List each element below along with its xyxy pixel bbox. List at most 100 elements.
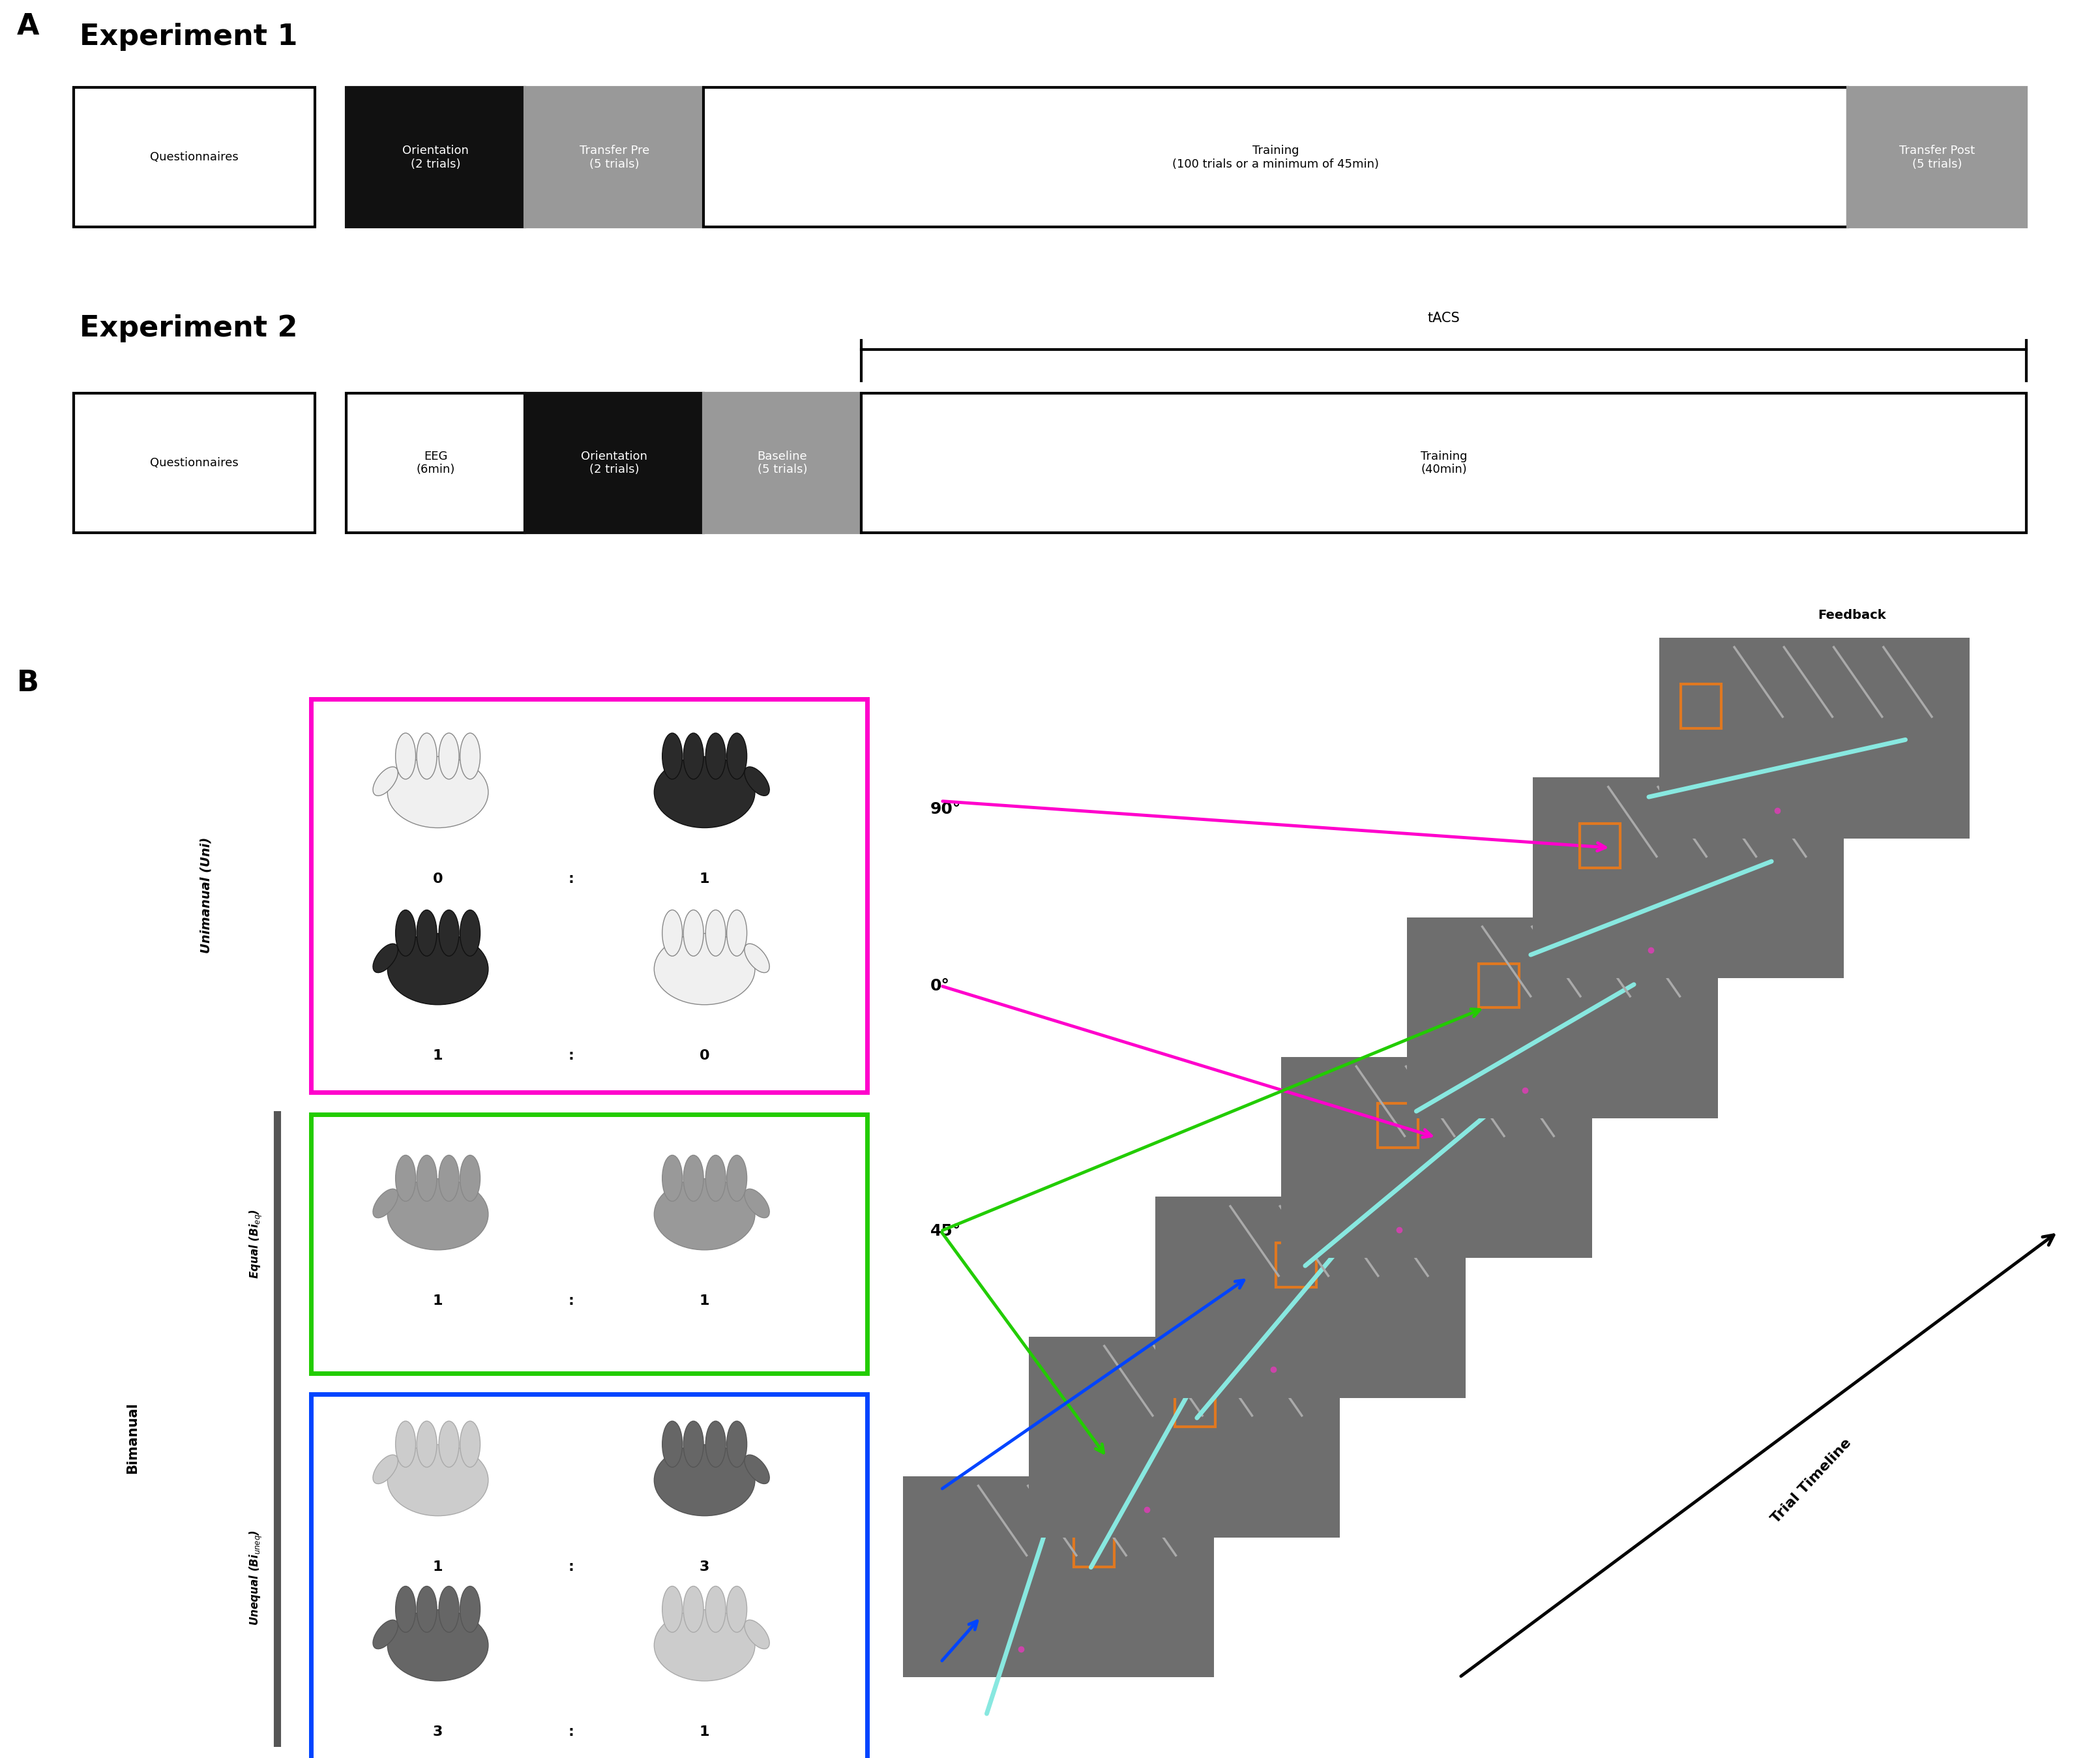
Bar (1407, 918, 1718, 1118)
Ellipse shape (460, 1155, 481, 1201)
Bar (347, 394, 525, 533)
Ellipse shape (727, 733, 748, 779)
Bar (347, 88, 525, 227)
Ellipse shape (683, 1586, 704, 1633)
Bar (1680, 684, 1722, 728)
Ellipse shape (416, 911, 437, 956)
Bar (1277, 1243, 1317, 1287)
Text: 45°: 45° (930, 1224, 962, 1239)
Text: 1: 1 (433, 1294, 443, 1308)
Bar (525, 394, 704, 533)
Text: Experiment 2: Experiment 2 (80, 315, 298, 343)
Text: Trial Timeline: Trial Timeline (1768, 1436, 1854, 1526)
Ellipse shape (662, 733, 683, 779)
Bar (525, 88, 704, 227)
Ellipse shape (746, 766, 769, 796)
Text: A: A (17, 12, 40, 40)
Ellipse shape (439, 1586, 460, 1633)
Ellipse shape (374, 766, 397, 796)
Bar (903, 1477, 1214, 1677)
Text: EEG
(6min): EEG (6min) (416, 450, 456, 476)
Ellipse shape (683, 733, 704, 779)
Ellipse shape (653, 933, 756, 1006)
Ellipse shape (727, 911, 748, 956)
Text: 67°: 67° (930, 1489, 962, 1505)
Ellipse shape (746, 1188, 769, 1218)
Ellipse shape (746, 1456, 769, 1484)
Text: tACS: tACS (1428, 311, 1460, 325)
Text: Questionnaires: Questionnaires (149, 457, 239, 469)
Text: Bimanual: Bimanual (126, 1403, 139, 1473)
Text: :: : (569, 1725, 573, 1739)
Text: Transfer Pre
(5 trials): Transfer Pre (5 trials) (580, 144, 649, 171)
Ellipse shape (460, 1420, 481, 1468)
Text: Feedback: Feedback (1819, 610, 1886, 622)
Text: 0: 0 (433, 872, 443, 886)
Ellipse shape (662, 1155, 683, 1201)
Bar (1533, 777, 1844, 979)
Bar (1659, 638, 1970, 839)
Text: Orientation
(2 trials): Orientation (2 trials) (582, 450, 647, 476)
Text: 1: 1 (699, 872, 710, 886)
Ellipse shape (439, 1420, 460, 1468)
Bar (704, 88, 1848, 227)
Ellipse shape (395, 1155, 416, 1201)
Text: 0: 0 (699, 1050, 710, 1062)
Text: Training
(100 trials or a minimum of 45min): Training (100 trials or a minimum of 45m… (1172, 144, 1380, 171)
Bar (74, 394, 315, 533)
Bar (311, 700, 867, 1092)
Ellipse shape (727, 1155, 748, 1201)
Text: Questionnaires: Questionnaires (149, 151, 239, 163)
Text: Transfer Post
(5 trials): Transfer Post (5 trials) (1898, 144, 1976, 171)
Ellipse shape (460, 733, 481, 779)
Ellipse shape (395, 1420, 416, 1468)
Ellipse shape (416, 1155, 437, 1201)
Ellipse shape (706, 1155, 727, 1201)
Text: Experiment 1: Experiment 1 (80, 23, 298, 51)
Text: 1: 1 (699, 1294, 710, 1308)
Ellipse shape (416, 733, 437, 779)
Ellipse shape (706, 1420, 727, 1468)
Text: 1: 1 (433, 1561, 443, 1573)
Ellipse shape (439, 733, 460, 779)
Text: Training
(40min): Training (40min) (1420, 450, 1468, 476)
Ellipse shape (374, 944, 397, 972)
Bar (861, 394, 2026, 533)
Text: 22°: 22° (930, 1654, 962, 1670)
Ellipse shape (395, 733, 416, 779)
Text: 1: 1 (699, 1725, 710, 1739)
Bar (1378, 1104, 1418, 1148)
Bar (704, 394, 861, 533)
Bar (1176, 1384, 1216, 1427)
Text: Orientation
(2 trials): Orientation (2 trials) (403, 144, 468, 171)
Ellipse shape (683, 911, 704, 956)
Ellipse shape (374, 1619, 397, 1649)
Ellipse shape (386, 1610, 487, 1681)
Ellipse shape (662, 911, 683, 956)
Bar (1848, 88, 2026, 227)
Ellipse shape (746, 944, 769, 972)
Text: B: B (17, 670, 40, 698)
Ellipse shape (374, 1188, 397, 1218)
Ellipse shape (653, 756, 756, 828)
Ellipse shape (416, 1420, 437, 1468)
Ellipse shape (439, 911, 460, 956)
Ellipse shape (386, 756, 487, 828)
Ellipse shape (439, 1155, 460, 1201)
Ellipse shape (460, 1586, 481, 1633)
Text: 3: 3 (699, 1561, 710, 1573)
Bar (1281, 1057, 1592, 1259)
Text: :: : (569, 872, 573, 886)
Ellipse shape (386, 1178, 487, 1250)
Bar (74, 88, 315, 227)
Bar (311, 1115, 867, 1373)
Text: 3: 3 (433, 1725, 443, 1739)
Ellipse shape (653, 1610, 756, 1681)
Bar (311, 1394, 867, 1758)
Ellipse shape (706, 911, 727, 956)
Ellipse shape (706, 1586, 727, 1633)
Bar (1029, 1336, 1340, 1538)
Ellipse shape (662, 1586, 683, 1633)
Ellipse shape (460, 911, 481, 956)
Text: 90°: 90° (930, 802, 962, 817)
